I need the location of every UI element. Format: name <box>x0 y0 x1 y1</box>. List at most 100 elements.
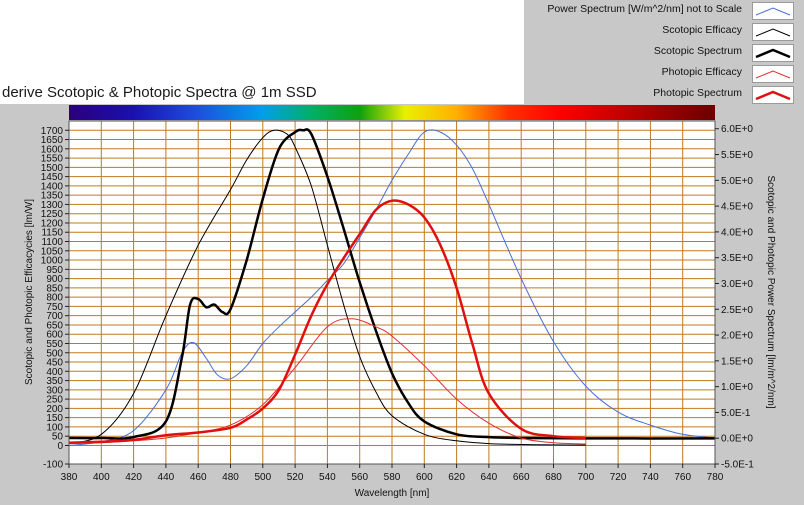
y-left-tick-label: 900 <box>46 274 63 285</box>
y-left-tick-label: 450 <box>46 358 63 369</box>
y-left-tick-label: -100 <box>43 460 63 471</box>
y-right-tick-label: 6.0E+0 <box>721 124 753 135</box>
y-left-tick-label: 1400 <box>41 181 64 192</box>
legend-swatch <box>752 86 794 104</box>
x-tick-label: 620 <box>448 472 465 483</box>
y-right-tick-label: 3.5E+0 <box>721 253 753 264</box>
legend-swatch <box>752 65 794 83</box>
x-tick-label: 760 <box>674 472 691 483</box>
legend-label: Scotopic Efficacy <box>662 24 742 36</box>
y-left-tick-label: 200 <box>46 404 63 415</box>
x-axis: 380 400 420 440 460 480 500 520 540 560 580 600 620 6… <box>61 464 724 483</box>
x-tick-label: 740 <box>642 472 659 483</box>
y-right-tick-label: 2.0E+0 <box>721 331 753 342</box>
y-left-tick-label: 100 <box>46 422 63 433</box>
y-right-tick-label: 5.0E-1 <box>721 408 751 419</box>
y-right-tick-label: 5.0E+0 <box>721 176 753 187</box>
y-left-tick-label: 500 <box>46 348 63 359</box>
x-tick-label: 560 <box>351 472 368 483</box>
y-left-tick-label: 0 <box>57 441 63 452</box>
legend-item-photopic-efficacy[interactable]: Photopic Efficacy <box>524 63 804 84</box>
y-left-tick-label: 1000 <box>41 256 64 267</box>
y-axis-right: -5.0E-1 0.0E+0 5.0E-1 1.0E+0 1.5E+0 2.0E+0 2.5… <box>715 124 754 471</box>
y-right-tick-label: 1.5E+0 <box>721 356 753 367</box>
legend[interactable]: Power Spectrum [W/m^2/nm] not to Scale S… <box>524 0 804 104</box>
y-right-tick-label: -5.0E-1 <box>721 460 754 471</box>
y-axis-left: -100 050100150200250300350400450500550600… <box>41 126 69 471</box>
y-axis-left-label: Scotopic and Photopic Efficacycies [lm/W… <box>24 199 35 385</box>
y-right-tick-label: 1.0E+0 <box>721 382 753 393</box>
x-axis-label: Wavelength [nm] <box>355 488 430 499</box>
y-left-tick-label: 850 <box>46 283 63 294</box>
y-left-tick-label: 1150 <box>41 228 63 239</box>
y-left-tick-label: 1450 <box>41 172 64 183</box>
swatch-line-icon <box>755 28 791 37</box>
legend-swatch <box>752 44 794 62</box>
y-left-tick-label: 750 <box>46 302 63 313</box>
x-tick-label: 640 <box>481 472 498 483</box>
legend-item-scotopic-efficacy[interactable]: Scotopic Efficacy <box>524 21 804 42</box>
y-left-tick-label: 1250 <box>41 209 64 220</box>
series-photopic-spectrum <box>68 199 586 444</box>
x-tick-label: 580 <box>384 472 401 483</box>
y-left-tick-label: 1700 <box>41 126 64 137</box>
x-tick-label: 520 <box>287 472 304 483</box>
y-left-tick-label: 50 <box>52 432 64 443</box>
swatch-line-icon <box>755 70 791 79</box>
y-right-tick-label: 3.0E+0 <box>721 279 753 290</box>
x-tick-label: 780 <box>707 472 724 483</box>
y-left-tick-label: 1600 <box>41 144 64 155</box>
legend-label: Photopic Efficacy <box>661 66 742 78</box>
swatch-line-icon <box>755 48 791 59</box>
y-left-tick-label: 1350 <box>41 191 64 202</box>
y-left-tick-label: 950 <box>46 265 63 276</box>
x-tick-label: 600 <box>416 472 433 483</box>
legend-label: Scotopic Spectrum <box>653 45 742 57</box>
y-right-tick-label: 4.5E+0 <box>721 202 753 213</box>
y-left-tick-label: 1200 <box>41 218 64 229</box>
y-right-tick-label: 4.0E+0 <box>721 227 753 238</box>
x-tick-label: 680 <box>545 472 562 483</box>
series-photopic-efficacy <box>68 318 586 445</box>
series-power-spectrum <box>68 129 716 446</box>
y-left-tick-label: 1100 <box>41 237 63 248</box>
swatch-line-icon <box>755 7 791 16</box>
x-tick-label: 480 <box>222 472 239 483</box>
y-axis-right-label: Scotopic and Photopic Power Spectrum [lm… <box>765 175 776 408</box>
series-scotopic-efficacy <box>68 129 586 446</box>
y-left-tick-label: 600 <box>46 330 63 341</box>
legend-swatch <box>752 23 794 41</box>
y-left-tick-label: 1550 <box>41 154 64 165</box>
y-left-tick-label: 150 <box>46 413 63 424</box>
y-right-tick-label: 2.5E+0 <box>721 305 753 316</box>
series-layer <box>68 128 716 446</box>
x-tick-label: 540 <box>319 472 336 483</box>
y-left-tick-label: 300 <box>46 385 63 396</box>
chart-title: derive Scotopic & Photopic Spectra @ 1m … <box>2 84 317 101</box>
legend-swatch <box>752 2 794 20</box>
y-left-tick-label: 350 <box>46 376 63 387</box>
legend-item-photopic-spectrum[interactable]: Photopic Spectrum <box>524 84 804 105</box>
x-tick-label: 400 <box>93 472 110 483</box>
x-tick-label: 460 <box>190 472 207 483</box>
y-left-tick-label: 700 <box>46 311 63 322</box>
y-left-tick-label: 1050 <box>41 246 64 257</box>
spectrum-color-bar <box>69 105 715 120</box>
x-tick-label: 380 <box>61 472 78 483</box>
x-tick-label: 720 <box>610 472 627 483</box>
legend-item-scotopic-spectrum[interactable]: Scotopic Spectrum <box>524 42 804 63</box>
swatch-line-icon <box>755 90 791 101</box>
y-left-tick-label: 800 <box>46 293 63 304</box>
x-tick-label: 500 <box>254 472 271 483</box>
y-left-tick-label: 1300 <box>41 200 64 211</box>
legend-label: Power Spectrum [W/m^2/nm] not to Scale <box>547 3 742 15</box>
y-left-tick-label: 400 <box>46 367 63 378</box>
legend-item-power-spectrum[interactable]: Power Spectrum [W/m^2/nm] not to Scale <box>524 0 804 21</box>
y-left-tick-label: 1500 <box>41 163 64 174</box>
x-tick-label: 420 <box>125 472 142 483</box>
legend-label: Photopic Spectrum <box>653 87 742 99</box>
y-left-tick-label: 250 <box>46 395 63 406</box>
y-left-tick-label: 550 <box>46 339 63 350</box>
x-tick-label: 660 <box>513 472 530 483</box>
